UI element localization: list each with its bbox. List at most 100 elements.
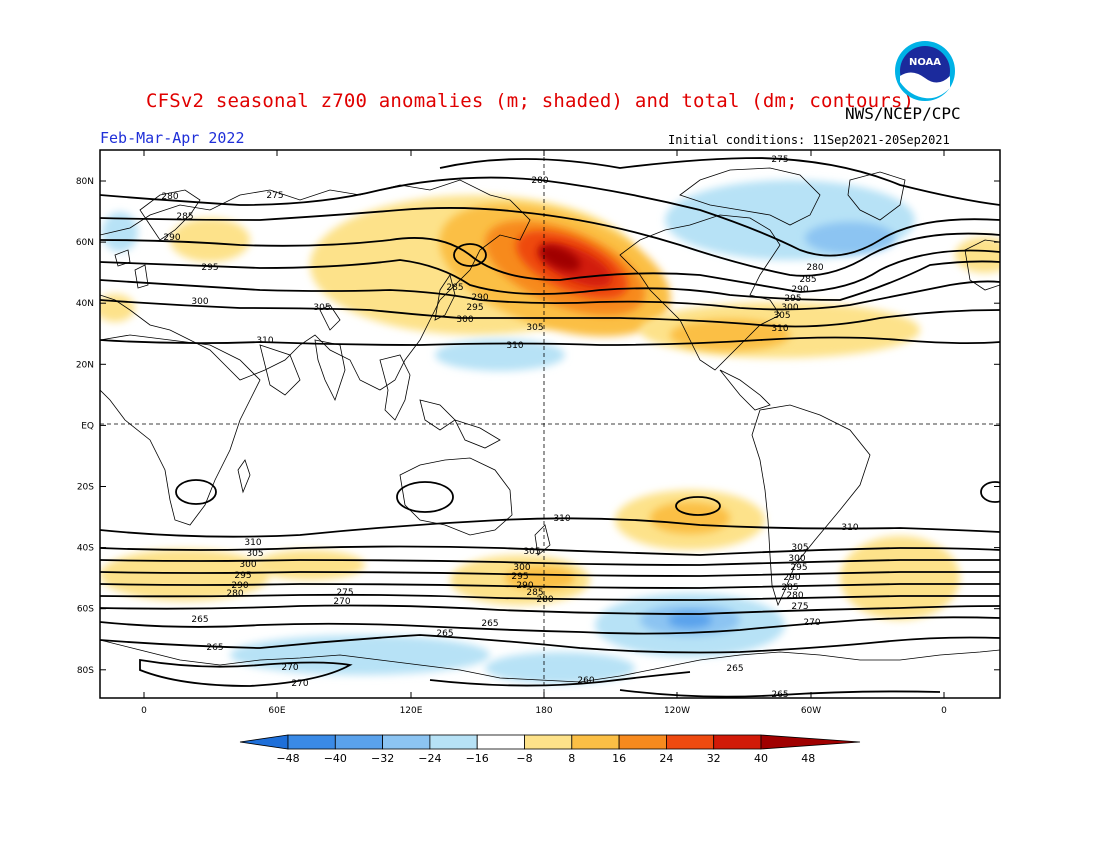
- colorbar-label: 48: [801, 752, 815, 765]
- contour-label: 270: [333, 597, 350, 607]
- colorbar-label: −16: [466, 752, 489, 765]
- contour-label: 290: [791, 285, 808, 295]
- contour-label: 300: [788, 554, 805, 564]
- colorbar-swatch: [382, 734, 431, 750]
- contour-label: 265: [771, 690, 788, 700]
- lat-tick-label: 80N: [76, 177, 94, 187]
- agency-label: NWS/NCEP/CPC: [845, 104, 961, 123]
- contour-label: 265: [191, 615, 208, 625]
- lat-tick-label: 40N: [76, 299, 94, 309]
- lat-tick-label: 20S: [77, 483, 94, 493]
- lat-tick-label: EQ: [81, 421, 94, 431]
- contour-label: 300: [239, 560, 256, 570]
- noaa-logo-text: NOAA: [909, 57, 941, 68]
- contour-label: 285: [176, 212, 193, 222]
- contour-label: 280: [536, 595, 553, 605]
- height-contours: [100, 157, 1000, 698]
- contour-label: 275: [771, 155, 788, 165]
- noaa-logo: NOAA: [895, 41, 955, 101]
- colorbar-label: 32: [707, 752, 721, 765]
- contour-label: 295: [201, 263, 218, 273]
- lon-tick-label: 180: [535, 706, 552, 716]
- lat-tick-label: 60N: [76, 238, 94, 248]
- contour-label: 295: [511, 572, 528, 582]
- contour-label: 310: [553, 514, 570, 524]
- contour-label: 285: [446, 283, 463, 293]
- colorbar-swatch: [334, 734, 383, 750]
- colorbar-label: −48: [276, 752, 299, 765]
- lon-tick-label: 120E: [400, 706, 423, 716]
- contour-label: 285: [799, 275, 816, 285]
- contour-label: 290: [471, 293, 488, 303]
- chart-title: CFSv2 seasonal z700 anomalies (m; shaded…: [146, 90, 915, 112]
- lon-tick-label: 120W: [664, 706, 690, 716]
- contour-label: 305: [523, 547, 540, 557]
- colorbar-swatch: [429, 734, 478, 750]
- lat-tick-label: 20N: [76, 360, 94, 370]
- lon-tick-label: 0: [141, 706, 147, 716]
- contour-label: 305: [526, 323, 543, 333]
- contour-label: 270: [281, 663, 298, 673]
- contour-label: 285: [526, 588, 543, 598]
- colorbar-swatch: [618, 734, 667, 750]
- forecast-period: Feb-Mar-Apr 2022: [100, 129, 245, 147]
- contour-label: 270: [291, 679, 308, 689]
- lat-tick-label: 60S: [77, 605, 94, 615]
- lon-tick-label: 60W: [801, 706, 821, 716]
- contour-label: 280: [806, 263, 823, 273]
- contour-label: 310: [841, 523, 858, 533]
- contour-label: 275: [336, 588, 353, 598]
- contour-label: 290: [163, 233, 180, 243]
- contour-label: 310: [771, 324, 788, 334]
- lon-tick-label: 0: [941, 706, 947, 716]
- contour-label: 300: [513, 563, 530, 573]
- colorbar-swatch: [713, 734, 762, 750]
- contour-label: 310: [506, 341, 523, 351]
- contour-label: 290: [516, 581, 533, 591]
- contour-label: 265: [726, 664, 743, 674]
- colorbar-label: 8: [568, 752, 575, 765]
- contour-label: 265: [206, 643, 223, 653]
- contour-label: 305: [773, 311, 790, 321]
- contour-label: 265: [481, 619, 498, 629]
- contour-label: 305: [791, 543, 808, 553]
- contour-label: 280: [786, 591, 803, 601]
- coastlines: [100, 167, 1000, 683]
- contour-label: 300: [191, 297, 208, 307]
- contour-label: 295: [784, 294, 801, 304]
- lat-tick-label: 80S: [77, 666, 94, 676]
- contour-label: 280: [226, 589, 243, 599]
- contour-label: 295: [234, 571, 251, 581]
- contour-label: 310: [256, 336, 273, 346]
- colorbar-swatch: [524, 734, 573, 750]
- contour-label: 310: [244, 538, 261, 548]
- colorbar-label: −32: [371, 752, 394, 765]
- colorbar-swatch: [476, 734, 525, 750]
- contour-label: 300: [781, 303, 798, 313]
- contour-label: 305: [246, 549, 263, 559]
- colorbar-label: −40: [324, 752, 347, 765]
- contour-label: 300: [456, 315, 473, 325]
- contour-label: 275: [266, 191, 283, 201]
- contour-label: 285: [781, 583, 798, 593]
- colorbar-arrow-left: [239, 734, 289, 750]
- contour-label: 295: [790, 563, 807, 573]
- colorbar-label: −24: [418, 752, 441, 765]
- lat-tick-label: 40S: [77, 544, 94, 554]
- contour-label: 290: [783, 573, 800, 583]
- contour-label: 295: [466, 303, 483, 313]
- contour-label: 260: [577, 676, 594, 686]
- colorbar-swatch: [287, 734, 336, 750]
- contour-label: 290: [231, 581, 248, 591]
- colorbar-swatch: [571, 734, 620, 750]
- contour-label: 275: [791, 602, 808, 612]
- colorbar-label: 16: [612, 752, 626, 765]
- lon-tick-label: 60E: [268, 706, 285, 716]
- colorbar-label: −8: [516, 752, 532, 765]
- contour-label: 305: [313, 303, 330, 313]
- colorbar-label: 24: [659, 752, 673, 765]
- initial-conditions: Initial conditions: 11Sep2021-20Sep2021: [668, 133, 950, 147]
- contour-label: 280: [161, 192, 178, 202]
- colorbar-swatch: [666, 734, 715, 750]
